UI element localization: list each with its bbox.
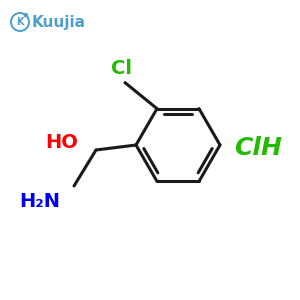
Text: ClH: ClH: [234, 136, 282, 160]
Text: Kuujia: Kuujia: [32, 14, 86, 29]
Text: Cl: Cl: [112, 58, 133, 78]
Text: HO: HO: [45, 133, 78, 152]
Text: K: K: [16, 17, 24, 27]
Circle shape: [24, 14, 27, 16]
Text: H₂N: H₂N: [19, 192, 60, 211]
